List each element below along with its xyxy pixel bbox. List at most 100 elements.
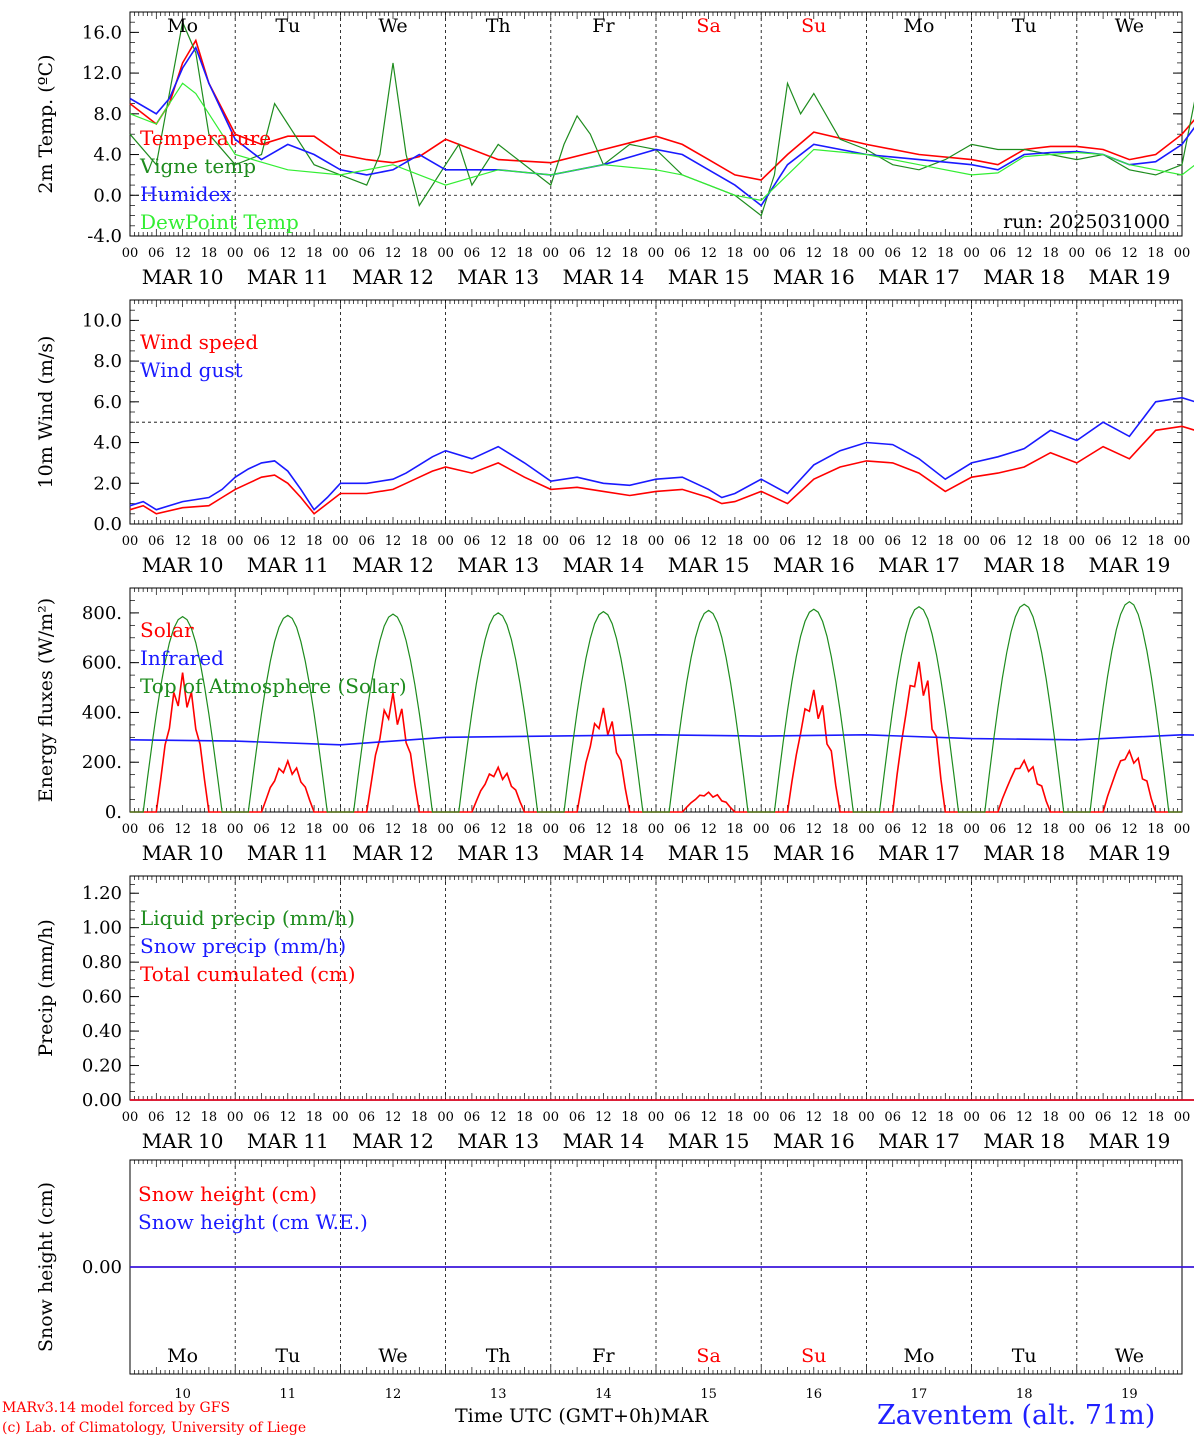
hour-label: 12 (595, 246, 612, 261)
hour-label: 00 (227, 246, 244, 261)
series-line-wind-speed (129, 425, 1194, 515)
date-label: MAR 10 (142, 265, 224, 289)
y-tick-label: 6.0 (93, 392, 122, 413)
date-label: MAR 17 (878, 553, 960, 577)
hour-label: 00 (437, 534, 454, 549)
hour-label: 12 (700, 822, 717, 837)
hour-label: 06 (674, 534, 691, 549)
date-label: MAR 17 (878, 265, 960, 289)
hour-label: 18 (201, 822, 218, 837)
hour-label: 18 (621, 246, 638, 261)
hour-label: 12 (595, 534, 612, 549)
hour-label: 18 (1147, 1110, 1164, 1125)
date-label: MAR 12 (352, 553, 434, 577)
hour-label: 00 (332, 822, 349, 837)
y-tick-label: 8.0 (93, 351, 122, 372)
y-tick-label: 200. (82, 752, 122, 773)
y-tick-label: 2.0 (93, 473, 122, 494)
series-line-vigne-temp (129, 20, 1194, 217)
hour-label: 06 (674, 246, 691, 261)
hour-label: 00 (648, 246, 665, 261)
hour-label: 12 (700, 246, 717, 261)
hour-label: 00 (963, 1110, 980, 1125)
weekday-label: Tu (1012, 15, 1037, 37)
hour-label: 18 (937, 246, 954, 261)
hour-label: 18 (621, 1110, 638, 1125)
hour-label: 00 (122, 246, 139, 261)
day-number-label: 13 (490, 1387, 507, 1402)
date-label: MAR 12 (352, 841, 434, 865)
hour-label: 00 (227, 1110, 244, 1125)
hour-label: 18 (1042, 534, 1059, 549)
hour-label: 00 (1174, 1110, 1191, 1125)
hour-label: 18 (516, 246, 533, 261)
hour-label: 12 (280, 246, 297, 261)
hour-label: 06 (148, 1110, 165, 1125)
date-label: MAR 18 (983, 553, 1065, 577)
date-label: MAR 11 (247, 265, 329, 289)
legend-entry: Wind gust (140, 358, 243, 382)
hour-label: 00 (227, 822, 244, 837)
day-number-label: 18 (1016, 1387, 1033, 1402)
y-axis-label: Energy fluxes (W/m²) (35, 598, 57, 802)
date-label: MAR 15 (668, 553, 750, 577)
series-line-top-of-atmosphere-solar- (130, 600, 1182, 813)
hour-label: 12 (1016, 246, 1033, 261)
date-label: MAR 17 (878, 1129, 960, 1153)
series-line-temperature (129, 38, 1194, 181)
hour-label: 12 (174, 246, 191, 261)
y-axis-label: Precip (mm/h) (35, 919, 57, 1057)
hour-label: 18 (306, 822, 323, 837)
hour-label: 18 (832, 1110, 849, 1125)
date-label: MAR 11 (247, 553, 329, 577)
hour-label: 12 (174, 534, 191, 549)
hour-label: 06 (779, 1110, 796, 1125)
hour-label: 18 (1147, 534, 1164, 549)
hour-label: 06 (148, 534, 165, 549)
day-number-label: 11 (280, 1387, 297, 1402)
legend-entry: Liquid precip (mm/h) (140, 906, 355, 930)
day-number-label: 10 (174, 1387, 191, 1402)
legend-entry: Snow height (cm W.E.) (138, 1210, 368, 1234)
date-label: MAR 16 (773, 1129, 855, 1153)
hour-label: 06 (358, 1110, 375, 1125)
legend-entry: Humidex (140, 182, 232, 206)
hour-label: 00 (543, 246, 560, 261)
hour-label: 00 (437, 822, 454, 837)
legend-entry: Total cumulated (cm) (140, 962, 356, 986)
hour-label: 00 (437, 1110, 454, 1125)
hour-label: 18 (411, 534, 428, 549)
date-label: MAR 10 (142, 553, 224, 577)
hour-label: 06 (253, 246, 270, 261)
y-tick-label: 0.00 (82, 1090, 122, 1111)
hour-label: 00 (648, 534, 665, 549)
date-label: MAR 16 (773, 841, 855, 865)
hour-label: 12 (1121, 534, 1138, 549)
y-tick-label: 0.0 (93, 514, 122, 535)
hour-label: 12 (595, 1110, 612, 1125)
hour-label: 00 (543, 534, 560, 549)
weekday-label: Mo (167, 1345, 198, 1367)
hour-label: 06 (464, 1110, 481, 1125)
hour-label: 00 (1069, 822, 1086, 837)
hour-label: 00 (332, 246, 349, 261)
hour-label: 06 (569, 534, 586, 549)
hour-label: 18 (411, 1110, 428, 1125)
legend-entry: Snow precip (mm/h) (140, 934, 346, 958)
weekday-label: Tu (1012, 1345, 1037, 1367)
weekday-label: Su (801, 15, 826, 37)
day-number-label: 16 (806, 1387, 823, 1402)
date-label: MAR 10 (142, 1129, 224, 1153)
time-axis-title: Time UTC (GMT+0h)MAR (455, 1405, 709, 1427)
hour-label: 18 (1147, 246, 1164, 261)
hour-label: 00 (332, 534, 349, 549)
hour-label: 12 (1016, 822, 1033, 837)
weekday-label: We (378, 1345, 407, 1367)
hour-label: 18 (411, 822, 428, 837)
hour-label: 06 (990, 246, 1007, 261)
hour-label: 12 (806, 1110, 823, 1125)
hour-label: 18 (1042, 822, 1059, 837)
hour-label: 06 (884, 534, 901, 549)
month-label: MAR (660, 1405, 709, 1427)
hour-label: 12 (595, 822, 612, 837)
